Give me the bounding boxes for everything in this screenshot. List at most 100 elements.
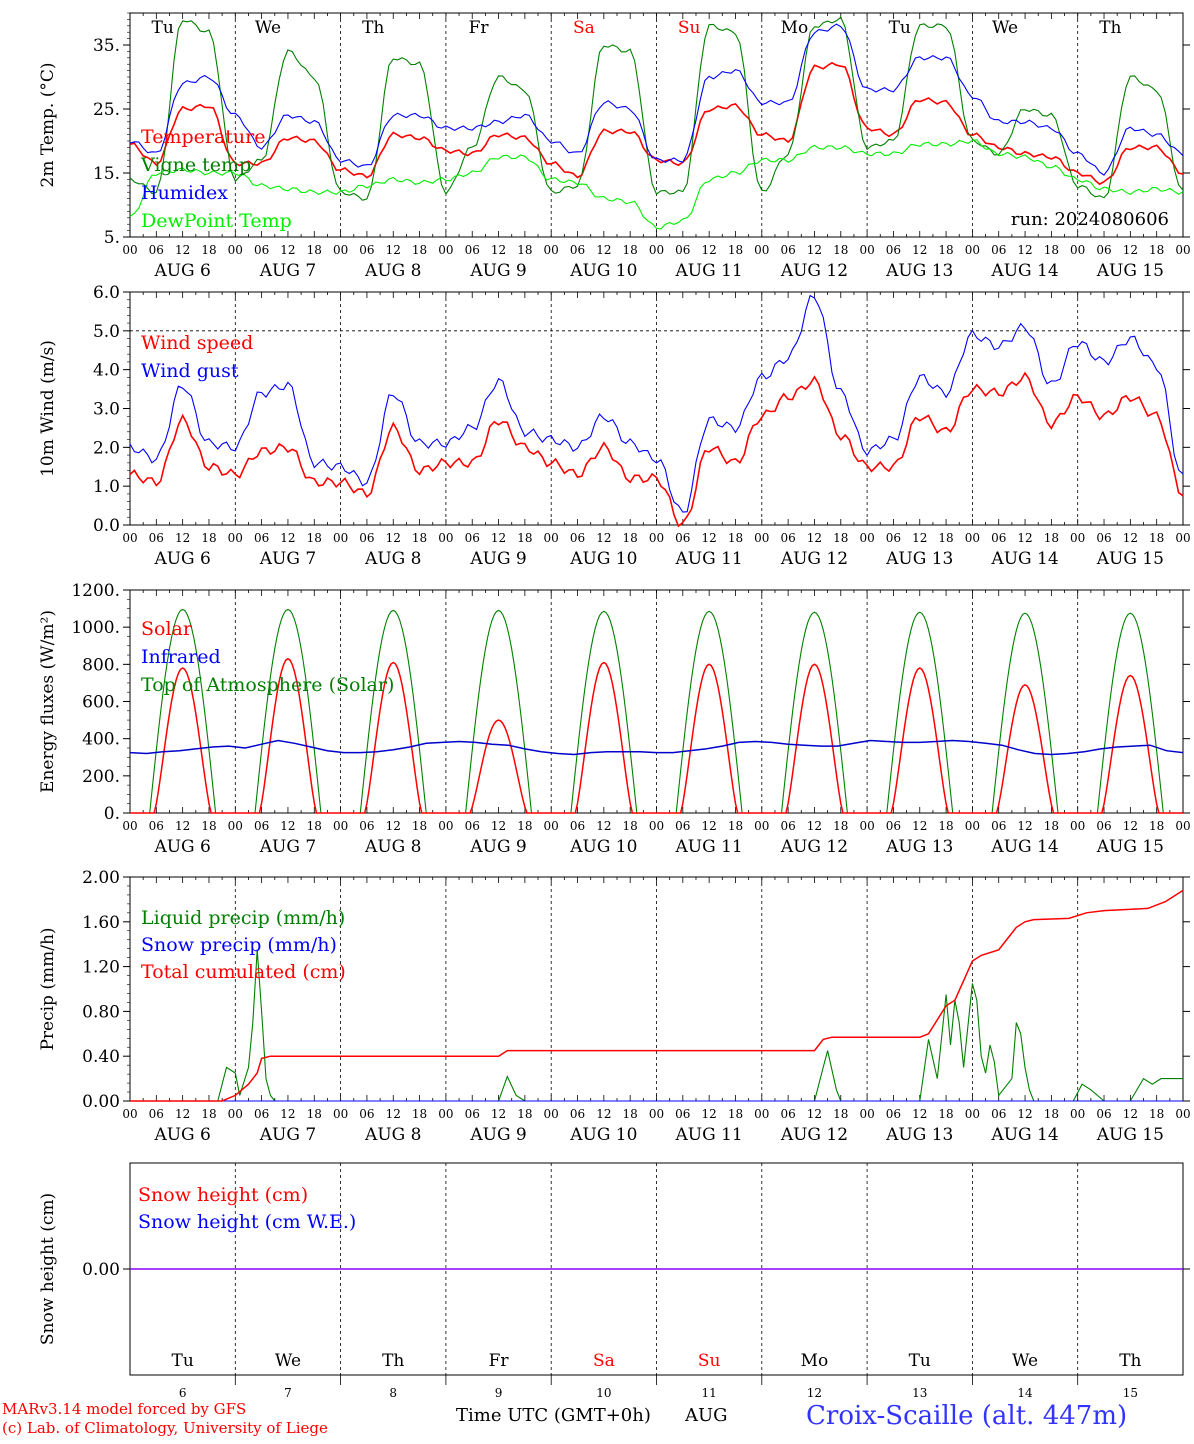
- hour-tick-label: 00: [859, 243, 874, 257]
- hour-tick-label: 12: [596, 819, 611, 833]
- day-name-label: Sa: [593, 1351, 615, 1371]
- hour-tick-label: 00: [754, 819, 769, 833]
- hour-tick-label: 00: [1070, 1107, 1085, 1121]
- date-label: AUG 13: [885, 261, 953, 281]
- hour-tick-label: 12: [807, 1107, 822, 1121]
- day-name-label: Fr: [469, 18, 490, 38]
- day-number-label: 6: [179, 1386, 187, 1400]
- hour-tick-label: 12: [702, 819, 717, 833]
- hour-tick-label: 00: [965, 1107, 980, 1121]
- hour-tick-label: 12: [386, 531, 401, 545]
- hour-tick-label: 00: [438, 243, 453, 257]
- hour-tick-label: 12: [702, 1107, 717, 1121]
- day-name-label: Su: [698, 1351, 721, 1371]
- y-tick-label: 5.0: [93, 322, 120, 342]
- hour-tick-label: 06: [465, 243, 480, 257]
- hour-tick-label: 18: [1149, 531, 1164, 545]
- y-tick-label: 35.: [93, 36, 120, 56]
- day-name-label: Mo: [801, 1351, 829, 1371]
- hour-tick-label: 12: [596, 243, 611, 257]
- legend-entry: DewPoint Temp: [141, 210, 292, 232]
- day-name-label: Th: [382, 1351, 404, 1371]
- legend-entry: Liquid precip (mm/h): [141, 907, 345, 929]
- panel-3: 00 06 12 18 00 06 12 18 00 06 12 18 00 06 12 18 00 06 12 18…: [38, 581, 1191, 857]
- y-tick-label: 1.0: [93, 477, 120, 497]
- legend-entry: Humidex: [141, 182, 228, 204]
- hour-tick-label: 18: [201, 531, 216, 545]
- hour-tick-label: 12: [491, 531, 506, 545]
- hour-tick-label: 12: [702, 531, 717, 545]
- day-name-label: Su: [678, 18, 701, 38]
- date-label: AUG 7: [259, 837, 316, 857]
- hour-tick-label: 12: [1123, 531, 1138, 545]
- hour-tick-label: 12: [1017, 1107, 1032, 1121]
- hour-tick-label: 00: [122, 531, 137, 545]
- panel-1: 00 06 12 18 00 06 12 18 00 06 12 18 00 06 12 18 00 06 12 18…: [38, 12, 1191, 281]
- hour-tick-label: 06: [675, 1107, 690, 1121]
- y-tick-label: 25.: [93, 100, 120, 120]
- hour-tick-label: 12: [175, 819, 190, 833]
- hour-tick-label: 12: [386, 243, 401, 257]
- date-label: AUG 6: [153, 261, 210, 281]
- date-label: AUG 11: [675, 1125, 743, 1145]
- hour-tick-label: 12: [912, 1107, 927, 1121]
- hour-tick-label: 00: [122, 1107, 137, 1121]
- hour-tick-label: 06: [570, 243, 585, 257]
- hour-tick-label: 18: [728, 1107, 743, 1121]
- hour-tick-label: 18: [833, 531, 848, 545]
- hour-tick-label: 18: [728, 819, 743, 833]
- hour-tick-label: 00: [228, 819, 243, 833]
- hour-tick-label: 12: [175, 243, 190, 257]
- hour-tick-label: 06: [991, 531, 1006, 545]
- plot-frame: [129, 589, 1184, 814]
- hour-tick-label: 18: [412, 1107, 427, 1121]
- hour-tick-label: 18: [728, 243, 743, 257]
- date-label: AUG 9: [469, 261, 526, 281]
- hour-tick-label: 06: [780, 1107, 795, 1121]
- y-tick-label: 2.00: [82, 868, 120, 888]
- day-name-label: Tu: [172, 1351, 194, 1371]
- date-label: AUG 12: [780, 261, 848, 281]
- hour-tick-label: 18: [1149, 243, 1164, 257]
- hour-tick-label: 00: [965, 819, 980, 833]
- hour-tick-label: 06: [570, 1107, 585, 1121]
- hour-tick-label: 00: [544, 531, 559, 545]
- hour-tick-label: 00: [965, 243, 980, 257]
- hour-tick-label: 06: [886, 531, 901, 545]
- date-label: AUG 7: [259, 549, 316, 569]
- hour-tick-label: 06: [675, 531, 690, 545]
- hour-tick-label: 12: [912, 243, 927, 257]
- hour-tick-label: 00: [438, 531, 453, 545]
- day-name-label: Sa: [573, 18, 595, 38]
- hour-tick-label: 00: [1070, 243, 1085, 257]
- y-tick-label: 1.60: [82, 913, 120, 933]
- day-number-label: 15: [1123, 1386, 1138, 1400]
- panel-2: 00 06 12 18 00 06 12 18 00 06 12 18 00 06 12 18 00 06 12 18…: [38, 283, 1191, 569]
- station-name: Croix-Scaille (alt. 447m): [806, 1401, 1128, 1431]
- hour-tick-label: 06: [254, 531, 269, 545]
- y-tick-label: 1200.: [71, 581, 120, 601]
- hour-tick-label: 00: [754, 1107, 769, 1121]
- run-annotation: run: 2024080606: [1011, 209, 1169, 230]
- date-label: AUG 14: [990, 261, 1058, 281]
- hour-tick-label: 06: [359, 243, 374, 257]
- hour-tick-label: 06: [359, 819, 374, 833]
- hour-tick-label: 06: [1096, 819, 1111, 833]
- hour-tick-label: 00: [228, 243, 243, 257]
- hour-tick-label: 06: [254, 1107, 269, 1121]
- day-number-label: 8: [389, 1386, 397, 1400]
- hour-tick-label: 06: [465, 531, 480, 545]
- hour-tick-label: 00: [1175, 531, 1190, 545]
- series-line-wind-speed: [129, 371, 1184, 528]
- hour-tick-label: 12: [807, 531, 822, 545]
- date-label: AUG 14: [990, 1125, 1058, 1145]
- date-label: AUG 8: [364, 1125, 421, 1145]
- legend-entry: Wind speed: [141, 332, 253, 354]
- hour-tick-label: 06: [780, 531, 795, 545]
- series-line-infrared: [129, 739, 1184, 756]
- date-label: AUG 15: [1096, 261, 1164, 281]
- date-label: AUG 8: [364, 549, 421, 569]
- y-tick-label: 0.00: [82, 1260, 120, 1280]
